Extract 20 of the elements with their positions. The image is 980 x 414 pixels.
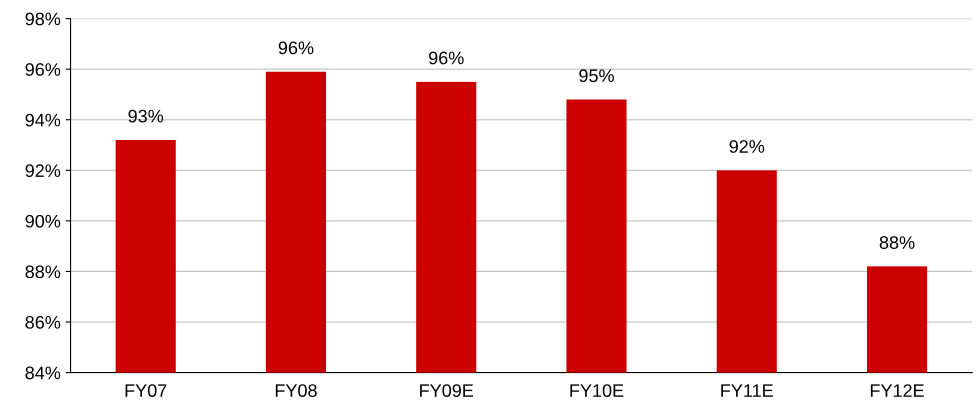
y-tick-label: 98% xyxy=(26,12,60,26)
y-tick-label: 84% xyxy=(25,366,60,380)
x-tick-label: FY07 xyxy=(126,384,166,397)
y-tick-label: 88% xyxy=(25,265,60,278)
y-tick-label: 94% xyxy=(26,114,60,126)
data-label: 95% xyxy=(579,69,614,82)
data-label: 92% xyxy=(730,140,764,153)
data-label: 93% xyxy=(128,110,164,123)
y-tick-label: 86% xyxy=(25,316,60,329)
y-tick-label: 92% xyxy=(26,164,60,178)
y-tick-label: 96% xyxy=(26,63,60,76)
x-tick-label: FY10E xyxy=(570,384,624,397)
data-label: 88% xyxy=(880,236,914,249)
y-tick-label: 90% xyxy=(26,214,60,228)
x-tick-label: FY12E xyxy=(870,384,924,397)
x-tick-label: FY09E xyxy=(420,384,474,397)
x-tick-label: FY08 xyxy=(276,384,317,397)
data-label: 96% xyxy=(278,41,314,54)
data-label: 96% xyxy=(429,52,464,64)
x-tick-label: FY11E xyxy=(721,384,773,397)
